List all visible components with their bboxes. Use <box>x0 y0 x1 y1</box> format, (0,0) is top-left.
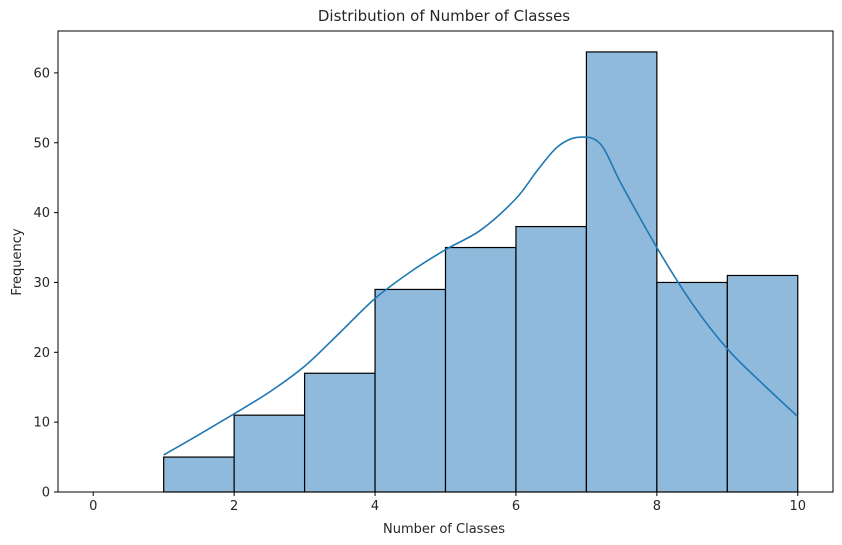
histogram-bar <box>515 225 588 493</box>
x-tick-label: 10 <box>789 499 806 514</box>
y-tick-label: 10 <box>33 416 50 431</box>
histogram-bar <box>374 288 447 493</box>
y-tick-label: 20 <box>33 346 50 361</box>
x-tick-label: 4 <box>371 499 379 514</box>
x-tick-label: 6 <box>512 499 520 514</box>
x-axis-label: Number of Classes <box>383 522 505 537</box>
y-tick-label: 0 <box>42 486 50 501</box>
histogram-bar <box>233 414 306 493</box>
axes: 0 2 4 6 8 10 0 10 20 30 40 50 60 <box>33 30 834 514</box>
histogram-bar <box>303 372 376 493</box>
x-tick-label: 2 <box>230 499 238 514</box>
y-axis-label: Frequency <box>10 228 25 295</box>
plot-area <box>163 51 799 493</box>
x-tick-label: 8 <box>653 499 661 514</box>
histogram-bar <box>585 51 658 493</box>
histogram-bar <box>656 281 728 493</box>
x-tick-label: 0 <box>89 499 97 514</box>
y-tick-label: 30 <box>33 276 50 291</box>
axes-frame <box>57 30 834 493</box>
histogram-bar <box>444 246 517 493</box>
y-tick-label: 50 <box>33 136 50 151</box>
histogram-bar <box>163 456 235 493</box>
chart-title: Distribution of Number of Classes <box>318 7 570 25</box>
kde-line <box>163 136 799 456</box>
y-tick-label: 40 <box>33 206 50 221</box>
y-tick-label: 60 <box>33 66 50 81</box>
